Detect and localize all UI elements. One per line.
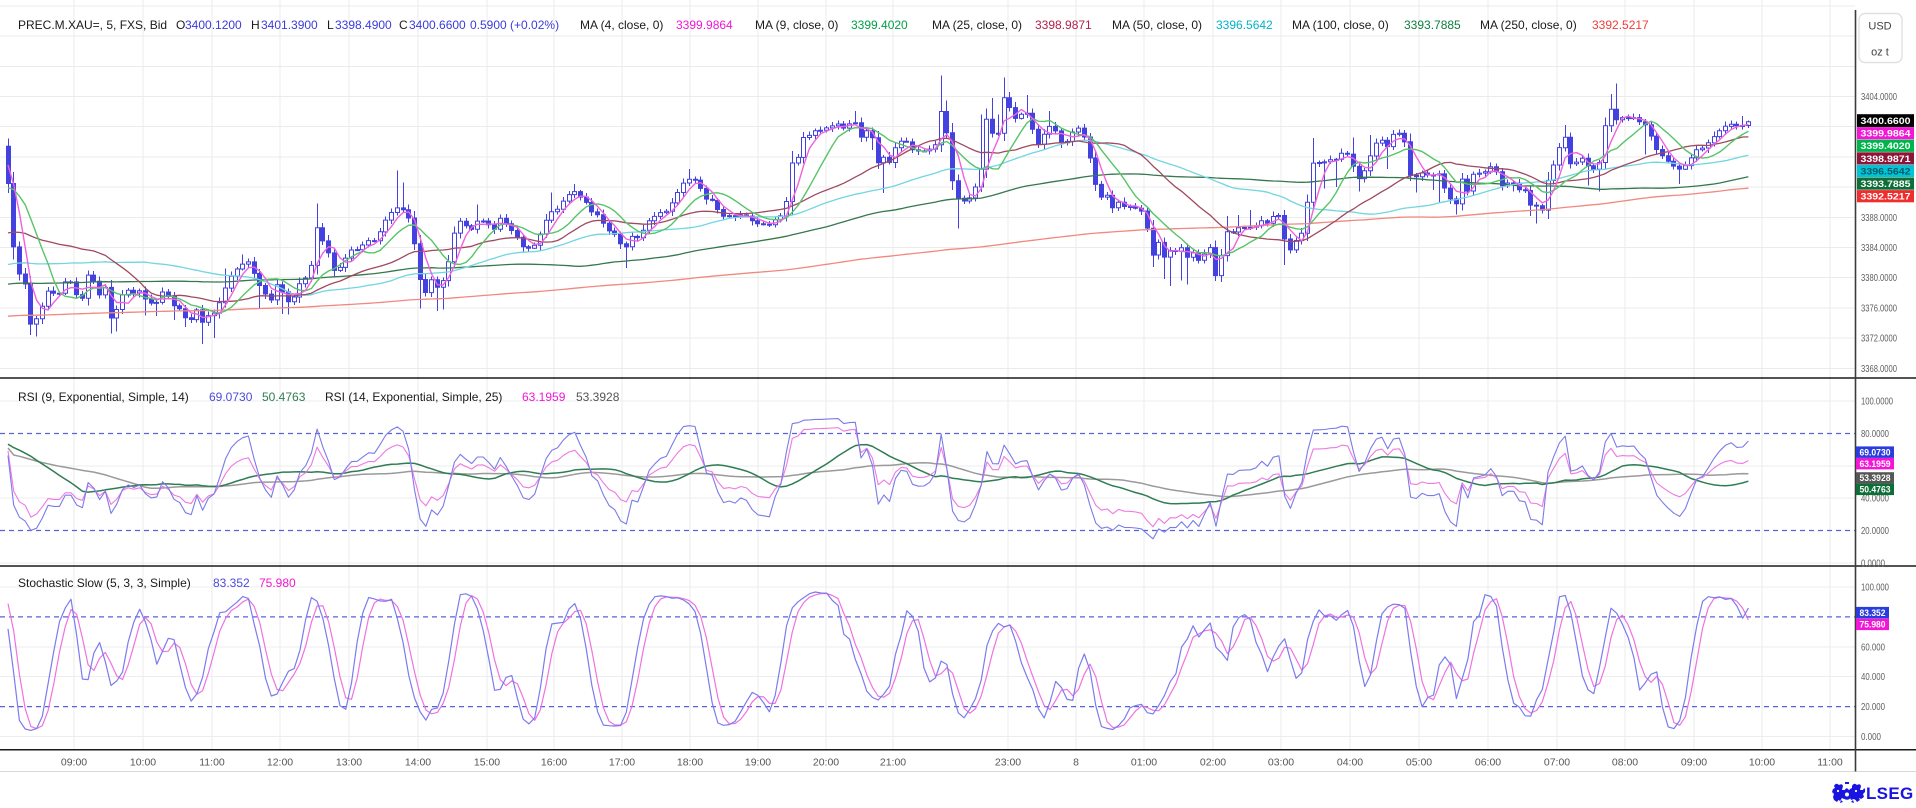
svg-text:USD: USD <box>1868 21 1891 33</box>
svg-text:18:00: 18:00 <box>677 757 703 769</box>
svg-text:3396.5642: 3396.5642 <box>1216 18 1273 32</box>
svg-text:MA (9, close, 0): MA (9, close, 0) <box>755 18 838 32</box>
svg-text:63.1959: 63.1959 <box>1860 459 1891 469</box>
svg-text:15:00: 15:00 <box>474 757 500 769</box>
svg-text:MA (4, close, 0): MA (4, close, 0) <box>580 18 663 32</box>
svg-text:12:00: 12:00 <box>267 757 293 769</box>
svg-text:08:00: 08:00 <box>1612 757 1638 769</box>
svg-text:02:00: 02:00 <box>1200 757 1226 769</box>
svg-text:3399.4020: 3399.4020 <box>851 18 908 32</box>
svg-text:oz t: oz t <box>1871 47 1889 59</box>
svg-text:3398.9871: 3398.9871 <box>1861 154 1912 165</box>
svg-text:75.980: 75.980 <box>1860 620 1886 630</box>
svg-text:Stochastic Slow (5, 3, 3, Simp: Stochastic Slow (5, 3, 3, Simple) <box>18 576 191 590</box>
svg-text:11:00: 11:00 <box>1817 757 1843 769</box>
svg-text:83.352: 83.352 <box>1860 608 1886 618</box>
svg-text:10:00: 10:00 <box>1749 757 1775 769</box>
svg-text:06:00: 06:00 <box>1475 757 1501 769</box>
svg-text:05:00: 05:00 <box>1406 757 1432 769</box>
svg-text:09:00: 09:00 <box>61 757 87 769</box>
svg-text:75.980: 75.980 <box>259 576 296 590</box>
svg-text:3372.0000: 3372.0000 <box>1861 334 1897 345</box>
svg-text:3393.7885: 3393.7885 <box>1861 179 1912 190</box>
svg-text:20:00: 20:00 <box>813 757 839 769</box>
svg-text:21:00: 21:00 <box>880 757 906 769</box>
svg-text:80.0000: 80.0000 <box>1861 429 1889 440</box>
svg-text:3398.9871: 3398.9871 <box>1035 18 1092 32</box>
svg-text:13:00: 13:00 <box>336 757 362 769</box>
svg-text:L: L <box>327 18 334 32</box>
svg-text:3368.0000: 3368.0000 <box>1861 364 1897 375</box>
svg-text:RSI (14, Exponential, Simple,: RSI (14, Exponential, Simple, 25) <box>325 390 502 404</box>
svg-text:03:00: 03:00 <box>1268 757 1294 769</box>
svg-text:3400.1200: 3400.1200 <box>185 18 242 32</box>
svg-text:3388.0000: 3388.0000 <box>1861 213 1897 224</box>
svg-text:MA (250, close, 0): MA (250, close, 0) <box>1480 18 1577 32</box>
svg-text:14:00: 14:00 <box>405 757 431 769</box>
svg-text:H: H <box>251 18 260 32</box>
svg-text:MA (50, close, 0): MA (50, close, 0) <box>1112 18 1202 32</box>
svg-text:23:00: 23:00 <box>995 757 1021 769</box>
svg-text:3396.5642: 3396.5642 <box>1861 166 1911 177</box>
svg-text:04:00: 04:00 <box>1337 757 1363 769</box>
svg-text:3376.0000: 3376.0000 <box>1861 303 1897 314</box>
svg-text:40.000: 40.000 <box>1861 672 1885 683</box>
svg-text:3380.0000: 3380.0000 <box>1861 273 1897 284</box>
svg-text:3400.6600: 3400.6600 <box>409 18 466 32</box>
svg-text:0.0000: 0.0000 <box>1861 558 1885 569</box>
svg-text:MA (25, close, 0): MA (25, close, 0) <box>932 18 1022 32</box>
svg-text:17:00: 17:00 <box>609 757 635 769</box>
svg-text:83.352: 83.352 <box>213 576 250 590</box>
svg-text:16:00: 16:00 <box>541 757 567 769</box>
svg-text:3400.6600: 3400.6600 <box>1861 116 1911 127</box>
svg-text:3401.3900: 3401.3900 <box>261 18 318 32</box>
svg-text:LSEG: LSEG <box>1866 784 1914 803</box>
svg-text:3398.4900: 3398.4900 <box>335 18 392 32</box>
svg-text:20.000: 20.000 <box>1861 702 1885 713</box>
svg-text:63.1959: 63.1959 <box>522 390 566 404</box>
svg-text:69.0730: 69.0730 <box>1860 447 1891 457</box>
svg-text:3399.9864: 3399.9864 <box>676 18 733 32</box>
svg-text:3392.5217: 3392.5217 <box>1861 192 1911 203</box>
svg-text:19:00: 19:00 <box>745 757 771 769</box>
svg-text:11:00: 11:00 <box>199 757 225 769</box>
svg-text:50.4763: 50.4763 <box>262 390 306 404</box>
svg-text:3392.5217: 3392.5217 <box>1592 18 1649 32</box>
svg-text:3384.0000: 3384.0000 <box>1861 243 1897 254</box>
svg-text:10:00: 10:00 <box>130 757 156 769</box>
svg-text:50.4763: 50.4763 <box>1860 485 1891 495</box>
svg-text:60.000: 60.000 <box>1861 642 1885 653</box>
svg-text:01:00: 01:00 <box>1131 757 1157 769</box>
svg-text:MA (100, close, 0): MA (100, close, 0) <box>1292 18 1389 32</box>
svg-text:07:00: 07:00 <box>1544 757 1570 769</box>
svg-text:100.0000: 100.0000 <box>1861 397 1893 408</box>
svg-text:PREC.M.XAU=, 5, FXS, Bid: PREC.M.XAU=, 5, FXS, Bid <box>18 18 167 32</box>
svg-text:100.000: 100.000 <box>1861 583 1889 594</box>
svg-text:3399.4020: 3399.4020 <box>1861 141 1911 152</box>
svg-text:3399.9864: 3399.9864 <box>1861 129 1912 140</box>
svg-text:20.0000: 20.0000 <box>1861 526 1889 537</box>
svg-text:8: 8 <box>1073 757 1079 769</box>
svg-text:0.000: 0.000 <box>1861 732 1881 743</box>
svg-text:C: C <box>399 18 408 32</box>
svg-text:40.0000: 40.0000 <box>1861 494 1889 505</box>
svg-text:53.3928: 53.3928 <box>1860 473 1891 483</box>
svg-text:0.5900 (+0.02%): 0.5900 (+0.02%) <box>470 18 559 32</box>
svg-text:53.3928: 53.3928 <box>576 390 620 404</box>
svg-text:09:00: 09:00 <box>1681 757 1707 769</box>
svg-text:RSI (9, Exponential, Simple, 1: RSI (9, Exponential, Simple, 14) <box>18 390 189 404</box>
svg-text:O: O <box>176 18 185 32</box>
svg-text:3393.7885: 3393.7885 <box>1404 18 1461 32</box>
svg-text:3404.0000: 3404.0000 <box>1861 92 1897 103</box>
svg-text:69.0730: 69.0730 <box>209 390 253 404</box>
